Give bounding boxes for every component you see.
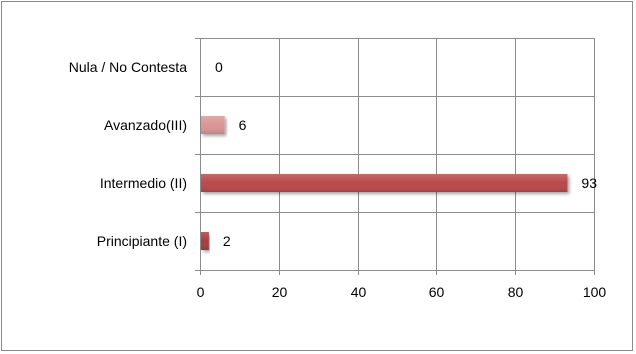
x-tick-label: 0 bbox=[197, 284, 205, 300]
category-label: Principiante (I) bbox=[97, 233, 187, 249]
x-tick-label: 20 bbox=[272, 284, 288, 300]
bars bbox=[201, 116, 568, 250]
x-tick-label: 100 bbox=[583, 284, 607, 300]
category-label: Intermedio (II) bbox=[100, 175, 187, 191]
x-tick-label: 60 bbox=[429, 284, 445, 300]
grid-lines bbox=[195, 38, 595, 275]
data-label: 0 bbox=[215, 59, 223, 75]
x-tick-label: 40 bbox=[351, 284, 367, 300]
category-label: Nula / No Contesta bbox=[69, 59, 187, 75]
bar-shading bbox=[201, 174, 568, 192]
data-label: 6 bbox=[239, 117, 247, 133]
category-label: Avanzado(III) bbox=[104, 117, 187, 133]
bar-shading bbox=[201, 232, 209, 250]
data-label: 93 bbox=[581, 175, 597, 191]
labels: 0 20 40 60 80 100 Nula / No Contesta 0 Avanzado(… bbox=[69, 59, 607, 300]
data-label: 2 bbox=[223, 233, 231, 249]
x-tick-label: 80 bbox=[508, 284, 524, 300]
bar-shading bbox=[201, 116, 225, 134]
